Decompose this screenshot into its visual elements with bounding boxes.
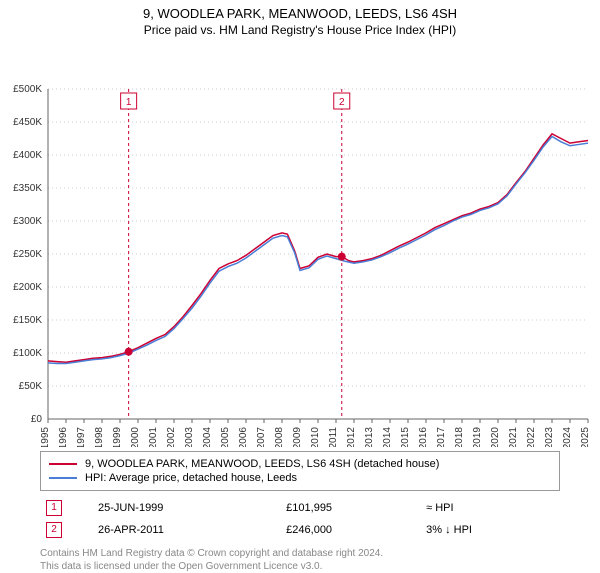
x-tick-label: 2005: [220, 427, 231, 447]
x-tick-label: 1997: [76, 427, 87, 447]
footnote-line-1: Contains HM Land Registry data © Crown c…: [40, 548, 383, 559]
y-tick-label: £300K: [13, 216, 42, 227]
event-row-badge: 2: [46, 522, 62, 538]
x-tick-label: 2001: [148, 427, 159, 447]
event-badge-number: 1: [126, 97, 132, 108]
x-tick-label: 2014: [382, 427, 393, 447]
x-tick-label: 2007: [256, 427, 267, 447]
y-tick-label: £50K: [19, 381, 43, 392]
legend-swatch: [49, 477, 77, 479]
x-tick-label: 2013: [364, 427, 375, 447]
x-tick-label: 2009: [292, 427, 303, 447]
x-tick-label: 2023: [544, 427, 555, 447]
y-tick-label: £250K: [13, 249, 42, 260]
y-tick-label: £150K: [13, 315, 42, 326]
x-tick-label: 2016: [418, 427, 429, 447]
event-badge-number: 2: [339, 97, 345, 108]
x-tick-label: 2022: [526, 427, 537, 447]
title-sub: Price paid vs. HM Land Registry's House …: [0, 23, 600, 37]
event-date: 26-APR-2011: [92, 519, 280, 541]
footnote-line-2: This data is licensed under the Open Gov…: [40, 561, 322, 572]
y-tick-label: £350K: [13, 183, 42, 194]
y-tick-label: £450K: [13, 117, 42, 128]
event-date: 25-JUN-1999: [92, 497, 280, 519]
x-tick-label: 2011: [328, 427, 339, 447]
y-tick-label: £500K: [13, 84, 42, 95]
x-tick-label: 2006: [238, 427, 249, 447]
x-tick-label: 2012: [346, 427, 357, 447]
legend-item: 9, WOODLEA PARK, MEANWOOD, LEEDS, LS6 4S…: [49, 458, 551, 470]
x-tick-label: 2002: [166, 427, 177, 447]
y-tick-label: £400K: [13, 150, 42, 161]
x-tick-label: 1996: [58, 427, 69, 447]
x-tick-label: 2024: [562, 427, 573, 447]
x-tick-label: 1999: [112, 427, 123, 447]
x-tick-label: 2008: [274, 427, 285, 447]
title-main: 9, WOODLEA PARK, MEANWOOD, LEEDS, LS6 4S…: [0, 6, 600, 21]
y-tick-label: £0: [31, 414, 43, 425]
legend: 9, WOODLEA PARK, MEANWOOD, LEEDS, LS6 4S…: [40, 451, 560, 491]
event-table: 1 25-JUN-1999£101,995≈ HPI 2 26-APR-2011£24…: [40, 497, 560, 541]
x-tick-label: 2000: [130, 427, 141, 447]
titles: 9, WOODLEA PARK, MEANWOOD, LEEDS, LS6 4S…: [0, 6, 600, 37]
x-tick-label: 2019: [472, 427, 483, 447]
y-tick-label: £200K: [13, 282, 42, 293]
legend-swatch: [49, 463, 77, 465]
x-tick-label: 2017: [436, 427, 447, 447]
event-delta: 3% ↓ HPI: [420, 519, 560, 541]
legend-item: HPI: Average price, detached house, Leed…: [49, 472, 551, 484]
x-tick-label: 2003: [184, 427, 195, 447]
x-tick-label: 2015: [400, 427, 411, 447]
x-tick-label: 2021: [508, 427, 519, 447]
x-tick-label: 2020: [490, 427, 501, 447]
y-tick-label: £100K: [13, 348, 42, 359]
event-price: £101,995: [280, 497, 420, 519]
legend-label: HPI: Average price, detached house, Leed…: [85, 472, 297, 484]
footnote: Contains HM Land Registry data © Crown c…: [40, 547, 560, 573]
x-tick-label: 2025: [580, 427, 591, 447]
event-row: 2 26-APR-2011£246,0003% ↓ HPI: [40, 519, 560, 541]
event-price: £246,000: [280, 519, 420, 541]
x-tick-label: 1995: [40, 427, 51, 447]
event-delta: ≈ HPI: [420, 497, 560, 519]
x-tick-label: 2010: [310, 427, 321, 447]
event-dot: [125, 348, 133, 356]
chart-container: 9, WOODLEA PARK, MEANWOOD, LEEDS, LS6 4S…: [0, 6, 600, 566]
x-tick-label: 2004: [202, 427, 213, 447]
price-chart: £0 £50K £100K £150K £200K £250K £300K £350K £400…: [0, 41, 600, 447]
x-tick-label: 1998: [94, 427, 105, 447]
event-row: 1 25-JUN-1999£101,995≈ HPI: [40, 497, 560, 519]
x-tick-label: 2018: [454, 427, 465, 447]
event-dot: [338, 253, 346, 261]
legend-label: 9, WOODLEA PARK, MEANWOOD, LEEDS, LS6 4S…: [85, 458, 439, 470]
event-row-badge: 1: [46, 500, 62, 516]
